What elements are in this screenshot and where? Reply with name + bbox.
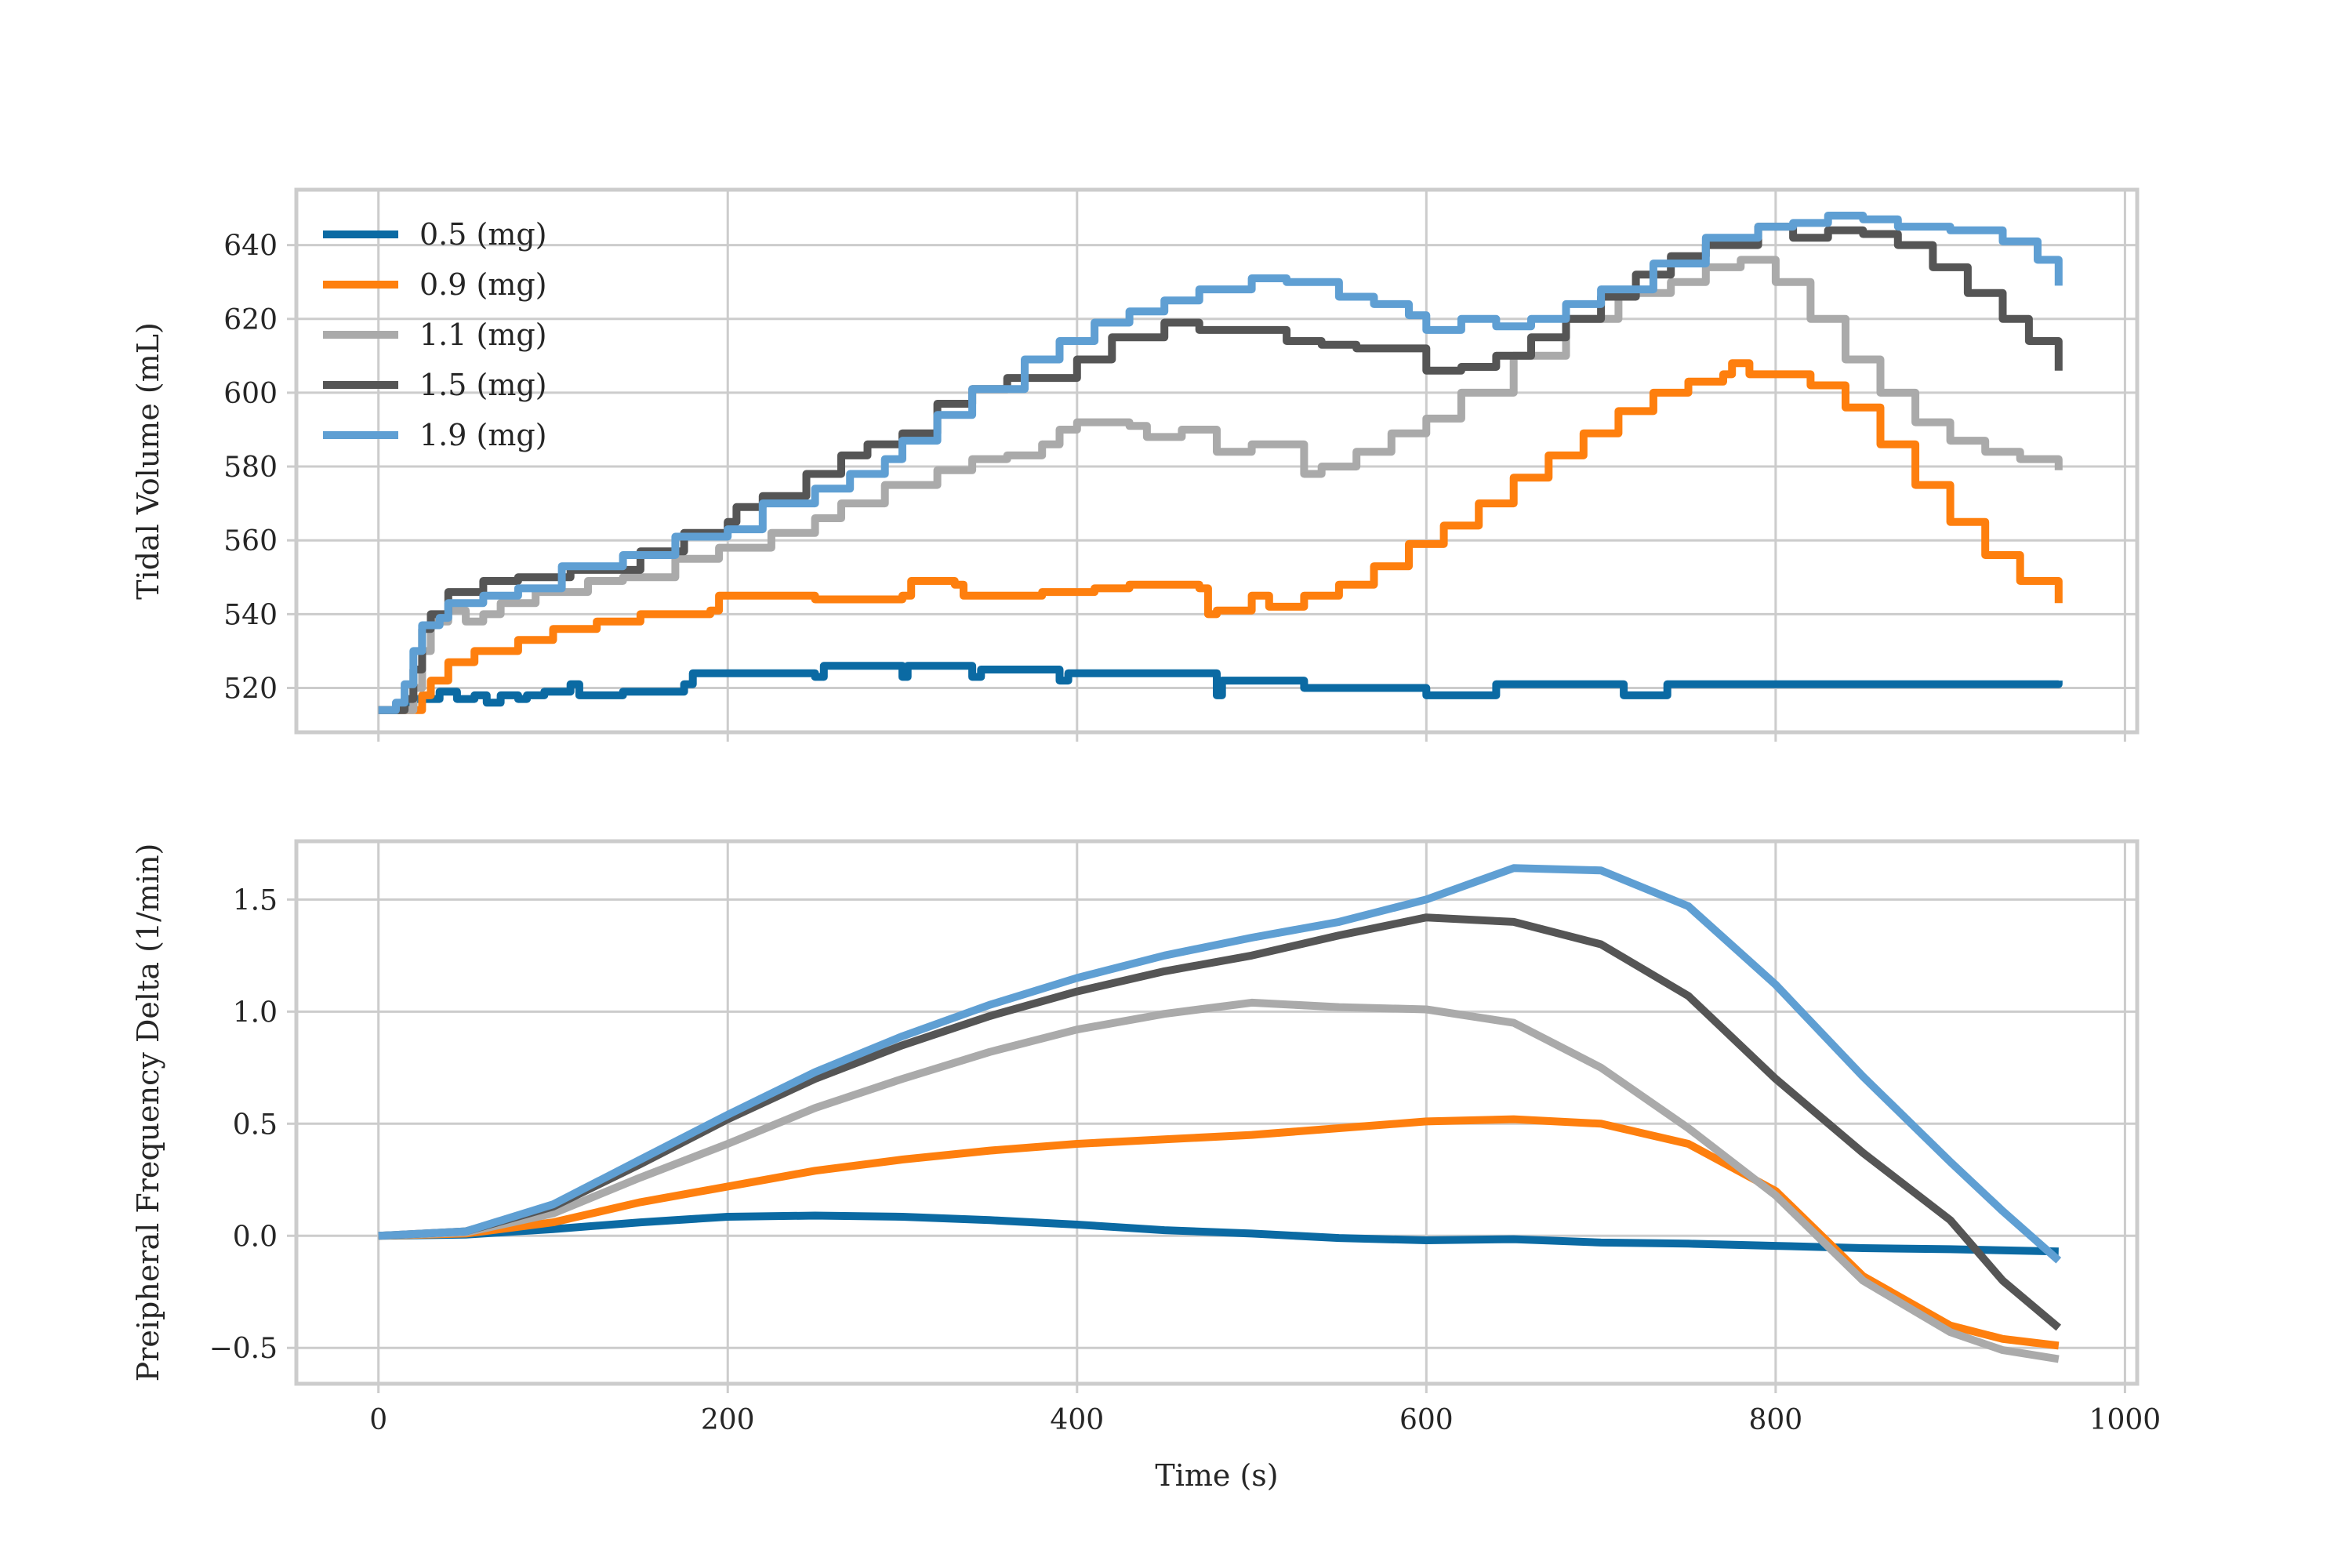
frequency-delta-ytick-label-0-5: −0.5 bbox=[209, 1333, 278, 1365]
tidal-volume-series bbox=[378, 212, 2063, 714]
tidal-volume-ytick-label-540: 540 bbox=[223, 599, 278, 631]
tidal-volume-line-0-5-mg bbox=[378, 662, 2063, 714]
frequency-delta-ytick-label-0-5: 0.5 bbox=[233, 1109, 278, 1141]
frequency-delta-xtick-label-200: 200 bbox=[701, 1404, 755, 1436]
tidal-volume-ytick-label-520: 520 bbox=[223, 673, 278, 706]
tidal-volume-ytick-label-640: 640 bbox=[223, 230, 278, 263]
legend-label-0-9-mg: 0.9 (mg) bbox=[419, 267, 547, 302]
frequency-delta-ytick-label-1: 1.0 bbox=[233, 996, 278, 1029]
frequency-delta-line-0-5-mg bbox=[378, 1211, 2059, 1256]
legend-label-1-1-mg: 1.1 (mg) bbox=[419, 318, 547, 352]
tidal-volume-line-1-5-mg bbox=[378, 223, 2063, 714]
frequency-delta-xtick-label-1000: 1000 bbox=[2089, 1404, 2161, 1436]
tidal-volume-grid bbox=[296, 190, 2137, 732]
legend-label-0-5-mg: 0.5 (mg) bbox=[419, 217, 547, 252]
frequency-delta-panel: 0 200 400 600 800 1000 −0.5 0.0 0.5 1.0 1.5 Preiph… bbox=[131, 839, 2161, 1493]
tidal-volume-ytick-label-580: 580 bbox=[223, 452, 278, 484]
tidal-volume-ticks: 520 540 560 580 600 620 640 bbox=[223, 230, 2126, 742]
frequency-delta-series bbox=[378, 864, 2062, 1363]
frequency-delta-grid bbox=[296, 841, 2137, 1384]
frequency-delta-line-1-5-mg bbox=[378, 913, 2062, 1331]
frequency-delta-line-1-1-mg bbox=[378, 998, 2060, 1363]
tidal-volume-ylabel: Tidal Volume (mL) bbox=[131, 322, 165, 600]
frequency-delta-ylabel: Preipheral Frequency Delta (1/min) bbox=[131, 844, 165, 1382]
tidal-volume-ytick-label-600: 600 bbox=[223, 378, 278, 410]
time-xlabel: Time (s) bbox=[1155, 1458, 1278, 1493]
legend-label-1-5-mg: 1.5 (mg) bbox=[419, 368, 547, 402]
tidal-volume-line-0-9-mg bbox=[378, 359, 2063, 714]
frequency-delta-ytick-label-1-5: 1.5 bbox=[233, 884, 278, 916]
legend: 0.5 (mg) 0.9 (mg) 1.1 (mg) 1.5 (mg) 1.9 (mg) bbox=[323, 217, 547, 452]
frequency-delta-ticks: 0 200 400 600 800 1000 −0.5 0.0 0.5 1.0 1.5 bbox=[209, 884, 2161, 1436]
frequency-delta-xtick-label-0: 0 bbox=[369, 1404, 387, 1436]
tidal-volume-line-1-9-mg bbox=[378, 212, 2063, 714]
tidal-volume-ytick-label-620: 620 bbox=[223, 304, 278, 336]
legend-label-1-9-mg: 1.9 (mg) bbox=[419, 418, 547, 452]
tidal-volume-frame bbox=[294, 187, 2140, 735]
frequency-delta-xtick-label-800: 800 bbox=[1749, 1404, 1803, 1436]
tidal-volume-ytick-label-560: 560 bbox=[223, 525, 278, 557]
frequency-delta-xtick-label-400: 400 bbox=[1050, 1404, 1104, 1436]
frequency-delta-xtick-label-600: 600 bbox=[1399, 1404, 1454, 1436]
frequency-delta-frame bbox=[294, 839, 2140, 1386]
frequency-delta-ytick-label-0: 0.0 bbox=[233, 1221, 278, 1253]
frequency-delta-line-1-9-mg bbox=[378, 864, 2062, 1264]
